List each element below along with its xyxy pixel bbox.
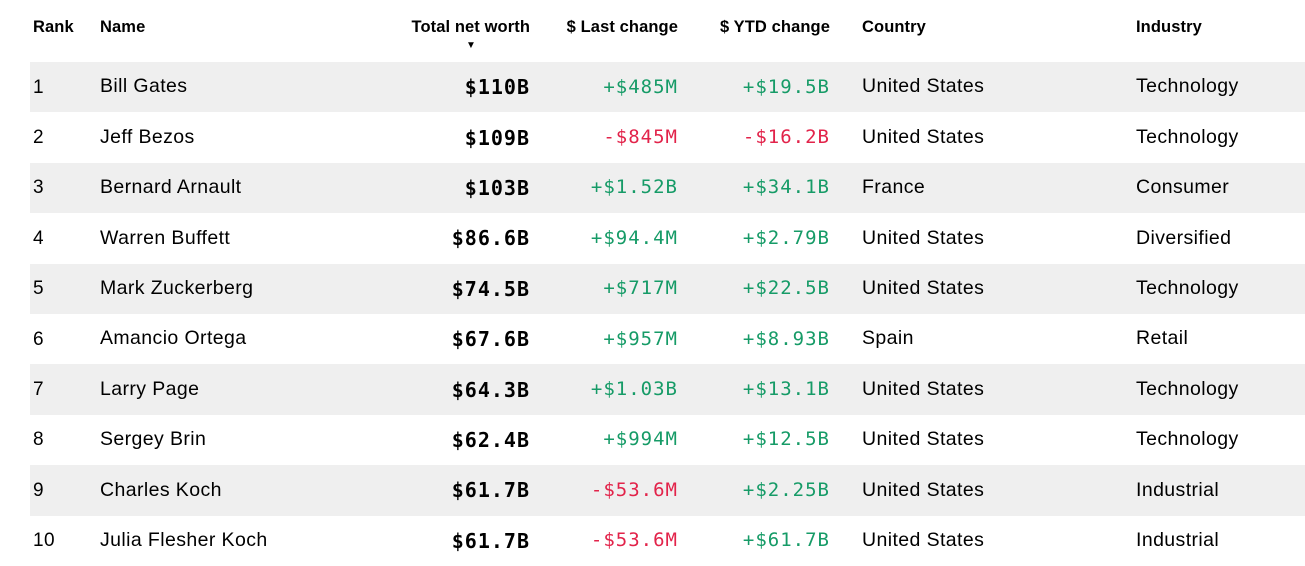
name-cell: Larry Page — [100, 377, 200, 400]
country-cell: United States — [862, 528, 985, 551]
industry-cell: Industrial — [1136, 528, 1220, 551]
industry-cell: Technology — [1136, 75, 1239, 98]
last-change-cell: -$845M — [603, 126, 678, 149]
rank-cell: 8 — [33, 429, 44, 451]
country-cell: United States — [862, 478, 985, 501]
country-cell: United States — [862, 75, 985, 98]
rank-cell: 1 — [33, 76, 44, 98]
table-row[interactable]: 10 Julia Flesher Koch $61.7B -$53.6M +$6… — [30, 516, 1305, 566]
name-cell: Charles Koch — [100, 478, 222, 501]
rank-cell: 6 — [33, 328, 44, 350]
column-header-name[interactable]: Name — [100, 18, 146, 36]
net-worth-cell: $86.6B — [451, 226, 530, 251]
sort-descending-icon: ▼ — [466, 40, 476, 51]
last-change-cell: +$1.52B — [590, 176, 678, 199]
ytd-change-cell: +$19.5B — [742, 75, 830, 98]
column-header-last-change[interactable]: $ Last change — [566, 18, 678, 36]
net-worth-cell: $62.4B — [451, 427, 530, 452]
ytd-change-cell: +$2.79B — [742, 226, 830, 249]
rank-cell: 10 — [33, 530, 55, 552]
rank-cell: 3 — [33, 177, 44, 199]
rank-cell: 9 — [33, 479, 44, 501]
net-worth-cell: $103B — [464, 175, 530, 200]
country-cell: United States — [862, 125, 985, 148]
column-header-net-worth[interactable]: Total net worth ▼ — [335, 17, 530, 62]
name-cell: Jeff Bezos — [100, 125, 195, 148]
ytd-change-cell: +$13.1B — [742, 378, 830, 401]
table-row[interactable]: 9 Charles Koch $61.7B -$53.6M +$2.25B Un… — [30, 465, 1305, 516]
column-header-country[interactable]: Country — [862, 18, 926, 36]
name-cell: Bernard Arnault — [100, 176, 242, 199]
rank-cell: 4 — [33, 227, 44, 249]
last-change-cell: +$957M — [603, 327, 678, 350]
column-header-net-worth-label: Total net worth — [411, 18, 530, 36]
table-row[interactable]: 8 Sergey Brin $62.4B +$994M +$12.5B Unit… — [30, 415, 1305, 465]
country-cell: United States — [862, 277, 985, 299]
table-row[interactable]: 4 Warren Buffett $86.6B +$94.4M +$2.79B … — [30, 213, 1305, 263]
net-worth-cell: $109B — [464, 125, 530, 150]
last-change-cell: +$1.03B — [590, 378, 678, 401]
table-row[interactable]: 2 Jeff Bezos $109B -$845M -$16.2B United… — [30, 112, 1305, 162]
country-cell: United States — [862, 428, 985, 451]
industry-cell: Retail — [1136, 327, 1189, 350]
ytd-change-cell: +$61.7B — [742, 529, 830, 552]
column-header-rank[interactable]: Rank — [33, 18, 74, 36]
ytd-change-cell: +$8.93B — [742, 327, 830, 350]
last-change-cell: +$485M — [603, 75, 678, 98]
name-cell: Sergey Brin — [100, 428, 207, 451]
industry-cell: Technology — [1136, 277, 1239, 299]
ytd-change-cell: +$22.5B — [742, 277, 830, 300]
table-header: Rank Name Total net worth ▼ $ Last chang… — [30, 0, 1305, 62]
ytd-change-cell: +$2.25B — [742, 478, 830, 501]
net-worth-cell: $74.5B — [451, 276, 530, 301]
last-change-cell: +$717M — [603, 277, 678, 300]
net-worth-cell: $110B — [464, 75, 530, 100]
rank-cell: 5 — [33, 278, 44, 300]
table-row[interactable]: 1 Bill Gates $110B +$485M +$19.5B United… — [30, 62, 1305, 113]
industry-cell: Technology — [1136, 428, 1239, 451]
country-cell: United States — [862, 226, 985, 249]
last-change-cell: +$994M — [603, 428, 678, 451]
ytd-change-cell: -$16.2B — [742, 126, 830, 149]
name-cell: Amancio Ortega — [100, 327, 247, 350]
last-change-cell: -$53.6M — [590, 529, 678, 552]
rank-cell: 7 — [33, 379, 44, 401]
name-cell: Warren Buffett — [100, 226, 231, 249]
country-cell: United States — [862, 377, 985, 400]
table-row[interactable]: 6 Amancio Ortega $67.6B +$957M +$8.93B S… — [30, 314, 1305, 364]
rank-cell: 2 — [33, 127, 44, 149]
name-cell: Bill Gates — [100, 75, 188, 98]
net-worth-cell: $61.7B — [451, 528, 530, 553]
name-cell: Mark Zuckerberg — [100, 277, 254, 299]
country-cell: France — [862, 176, 926, 199]
ytd-change-cell: +$34.1B — [742, 176, 830, 199]
industry-cell: Technology — [1136, 377, 1239, 400]
table-row[interactable]: 3 Bernard Arnault $103B +$1.52B +$34.1B … — [30, 162, 1305, 214]
table-row[interactable]: 5 Mark Zuckerberg $74.5B +$717M +$22.5B … — [30, 263, 1305, 314]
net-worth-cell: $64.3B — [451, 377, 530, 402]
last-change-cell: +$94.4M — [590, 226, 678, 249]
industry-cell: Consumer — [1136, 176, 1230, 199]
industry-cell: Industrial — [1136, 478, 1220, 501]
last-change-cell: -$53.6M — [590, 478, 678, 501]
table-body: 1 Bill Gates $110B +$485M +$19.5B United… — [0, 62, 1305, 566]
table-row[interactable]: 7 Larry Page $64.3B +$1.03B +$13.1B Unit… — [30, 364, 1305, 415]
net-worth-cell: $67.6B — [451, 327, 530, 352]
name-cell: Julia Flesher Koch — [100, 528, 268, 551]
industry-cell: Diversified — [1136, 226, 1232, 249]
column-header-industry[interactable]: Industry — [1136, 18, 1202, 36]
column-header-ytd-change[interactable]: $ YTD change — [719, 18, 830, 36]
ytd-change-cell: +$12.5B — [742, 428, 830, 451]
industry-cell: Technology — [1136, 125, 1239, 148]
country-cell: Spain — [862, 327, 914, 350]
net-worth-cell: $61.7B — [451, 478, 530, 503]
